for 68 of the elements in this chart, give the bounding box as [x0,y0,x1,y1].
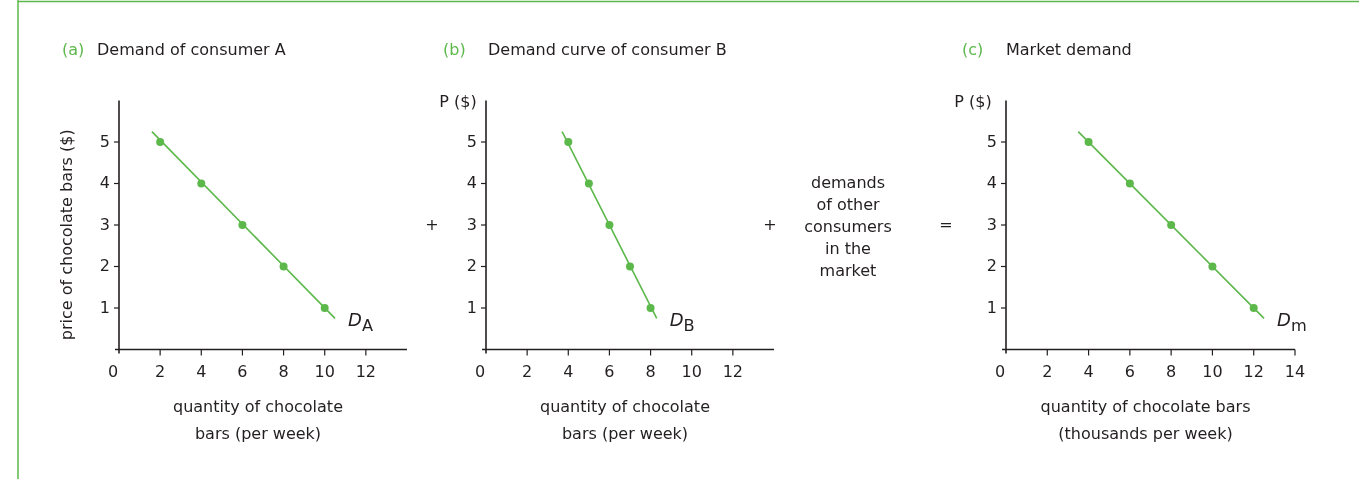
text: demands of other consumers in the market [804,172,892,280]
y-axis-title: price of chocolate bars ($) [57,129,76,341]
x-tick-label: 12 [1243,361,1264,381]
point [320,304,329,312]
point [605,221,614,229]
y-tick-label: 4 [99,173,110,192]
y-tick-label: 4 [466,173,477,192]
annotation: + [763,214,777,234]
x-tick-label: 8 [278,361,289,381]
x-tick-label: 8 [645,361,656,381]
series-label: D$_{B}$ [669,309,695,336]
x-axis-title: quantity of chocolate bars (per week) [540,396,710,443]
text: = [939,214,953,234]
x-tick-label: 6 [1124,361,1135,381]
y-tick-label: 5 [986,131,997,151]
y-tick-label: 1 [99,297,110,317]
y-tick-label: 1 [466,297,477,317]
x-tick-label: 6 [604,361,615,381]
x-tick-label: 12 [355,361,377,381]
text: + [425,214,439,234]
chart-title: (c) Market demand [962,40,1132,59]
x-tick-label: 2 [522,361,533,381]
x-tick-label: 4 [563,361,574,381]
x-tick-label: 10 [314,361,335,381]
point [1167,221,1176,229]
point [279,262,288,271]
x-tick-label: 10 [1202,361,1223,381]
point [238,221,247,229]
x-tick-label: 10 [681,361,702,381]
y-tick-label: 3 [99,214,110,234]
y-tick-label: 2 [466,256,477,275]
x-tick-label: 4 [1083,361,1094,381]
y-axis-title: P ($) [439,91,477,111]
point [156,138,165,146]
y-axis-title: P ($) [954,91,992,111]
y-tick-label: 4 [986,173,997,192]
point [626,262,634,271]
series-label: D$_{A}$ [348,309,373,336]
y-tick-label: 2 [99,256,110,275]
x-tick-label: 6 [237,361,248,381]
x-axis-title: quantity of chocolate bars (per week) [173,396,343,443]
x-tick-label: 12 [722,361,744,381]
chart-title: (b) Demand curve of consumer B [443,40,727,59]
x-tick-label: 0 [994,361,1006,381]
y-tick-label: 3 [986,214,997,234]
series-label: D$_{m}$ [1277,309,1307,336]
point [1125,179,1134,188]
point [584,179,593,188]
x-tick-label: 2 [1042,361,1053,381]
y-tick-label: 5 [99,131,110,151]
x-tick-label: 2 [155,361,166,381]
x-axis-title: quantity of chocolate bars (thousands per week) [1040,396,1251,443]
y-tick-label: 2 [986,256,997,275]
x-tick-label: 14 [1284,361,1306,381]
x-tick-label: 8 [1166,361,1177,381]
x-tick-label: 0 [474,361,486,381]
point [564,138,573,146]
point [646,304,655,312]
x-tick-label: 0 [107,361,119,381]
chart-title: (a) Demand of consumer A [62,40,286,59]
y-tick-label: 3 [466,214,477,234]
y-tick-label: 5 [466,131,477,151]
point [1249,304,1258,312]
point [1084,138,1093,146]
y-tick-label: 1 [986,297,997,317]
point [1208,262,1217,271]
point [197,179,206,188]
x-tick-label: 4 [196,361,207,381]
